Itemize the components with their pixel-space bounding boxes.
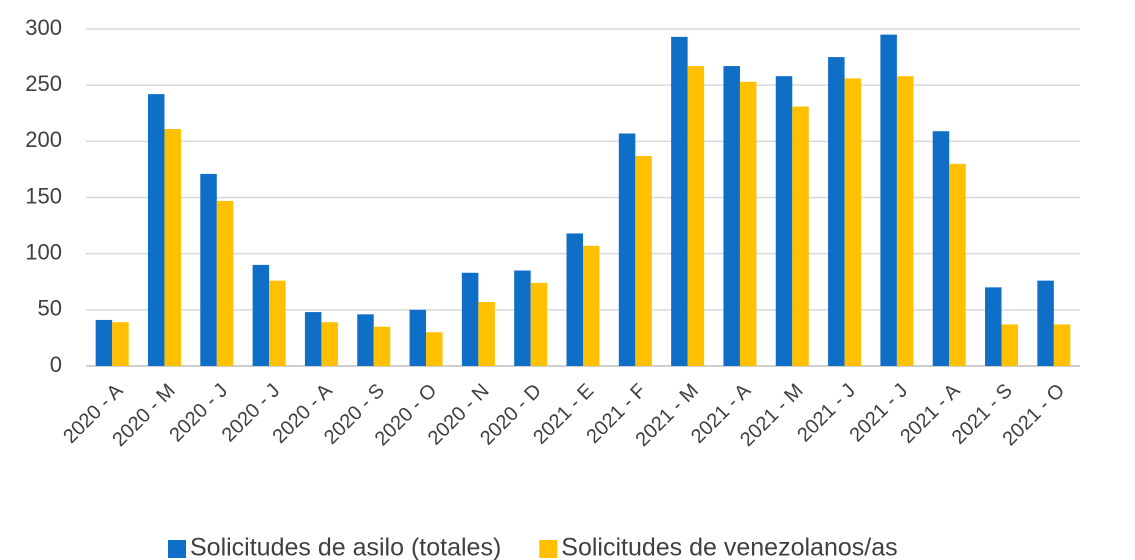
bar	[164, 128, 181, 366]
bar	[583, 245, 600, 366]
bar	[357, 314, 374, 366]
bar	[426, 332, 443, 366]
bar	[635, 155, 652, 366]
y-tick-label: 150	[25, 183, 62, 208]
bar	[1037, 280, 1054, 366]
bar	[828, 57, 845, 366]
bar	[1053, 324, 1071, 366]
bar	[269, 280, 286, 366]
bar	[304, 312, 322, 366]
bar	[530, 282, 548, 366]
bar	[775, 76, 793, 367]
y-tick-label: 100	[25, 239, 62, 264]
y-tick-label: 300	[25, 15, 62, 40]
bar	[461, 272, 479, 366]
bar	[1001, 324, 1019, 366]
bar	[566, 233, 583, 366]
bar	[478, 301, 495, 366]
bar	[618, 133, 636, 366]
bar	[687, 66, 705, 366]
bar	[147, 94, 165, 367]
bar	[932, 131, 950, 366]
y-tick-label: 200	[25, 127, 62, 152]
bar	[880, 34, 897, 366]
bar	[985, 287, 1002, 366]
bar	[112, 322, 129, 366]
bar	[514, 270, 531, 366]
legend-label: Solicitudes de asilo (totales)	[190, 534, 501, 560]
bar	[671, 36, 688, 366]
bar	[739, 81, 757, 367]
bar	[373, 326, 391, 366]
y-tick-label: 250	[25, 71, 62, 96]
bar	[216, 200, 234, 366]
bar	[200, 173, 217, 366]
bar	[723, 66, 740, 366]
legend-swatch	[168, 540, 186, 558]
legend-label: Solicitudes de venezolanos/as	[561, 534, 897, 560]
bar	[95, 319, 113, 366]
legend-swatch	[539, 540, 558, 558]
bar	[409, 309, 427, 366]
bar	[252, 264, 270, 366]
bar	[949, 163, 966, 366]
y-tick-label: 50	[38, 296, 62, 321]
y-tick-label: 0	[50, 352, 62, 377]
bar	[844, 78, 862, 366]
bar	[896, 76, 914, 367]
bar	[792, 106, 809, 366]
bar	[321, 322, 338, 366]
